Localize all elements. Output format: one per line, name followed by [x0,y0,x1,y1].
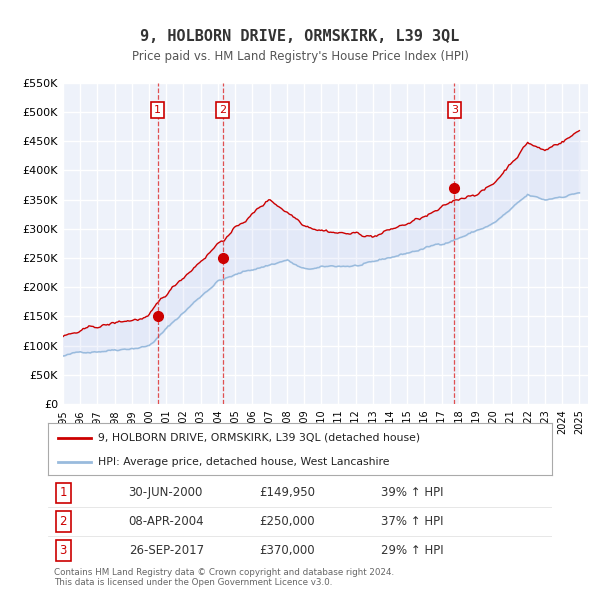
Text: 30-JUN-2000: 30-JUN-2000 [128,486,203,499]
Text: 26-SEP-2017: 26-SEP-2017 [128,544,204,557]
Text: Contains HM Land Registry data © Crown copyright and database right 2024.: Contains HM Land Registry data © Crown c… [54,568,394,577]
Text: 37% ↑ HPI: 37% ↑ HPI [380,515,443,528]
Text: 2: 2 [219,105,226,115]
Text: 3: 3 [451,105,458,115]
Text: 2: 2 [59,515,67,528]
Text: £370,000: £370,000 [260,544,316,557]
Text: HPI: Average price, detached house, West Lancashire: HPI: Average price, detached house, West… [98,457,390,467]
Text: Price paid vs. HM Land Registry's House Price Index (HPI): Price paid vs. HM Land Registry's House … [131,50,469,63]
Text: 08-APR-2004: 08-APR-2004 [128,515,204,528]
Text: 3: 3 [59,544,67,557]
Text: This data is licensed under the Open Government Licence v3.0.: This data is licensed under the Open Gov… [54,578,332,587]
Text: 1: 1 [154,105,161,115]
Text: £250,000: £250,000 [260,515,316,528]
Text: £149,950: £149,950 [260,486,316,499]
Text: 39% ↑ HPI: 39% ↑ HPI [380,486,443,499]
Text: 9, HOLBORN DRIVE, ORMSKIRK, L39 3QL: 9, HOLBORN DRIVE, ORMSKIRK, L39 3QL [140,30,460,44]
Text: 9, HOLBORN DRIVE, ORMSKIRK, L39 3QL (detached house): 9, HOLBORN DRIVE, ORMSKIRK, L39 3QL (det… [98,432,421,442]
Text: 29% ↑ HPI: 29% ↑ HPI [380,544,443,557]
Text: 1: 1 [59,486,67,499]
